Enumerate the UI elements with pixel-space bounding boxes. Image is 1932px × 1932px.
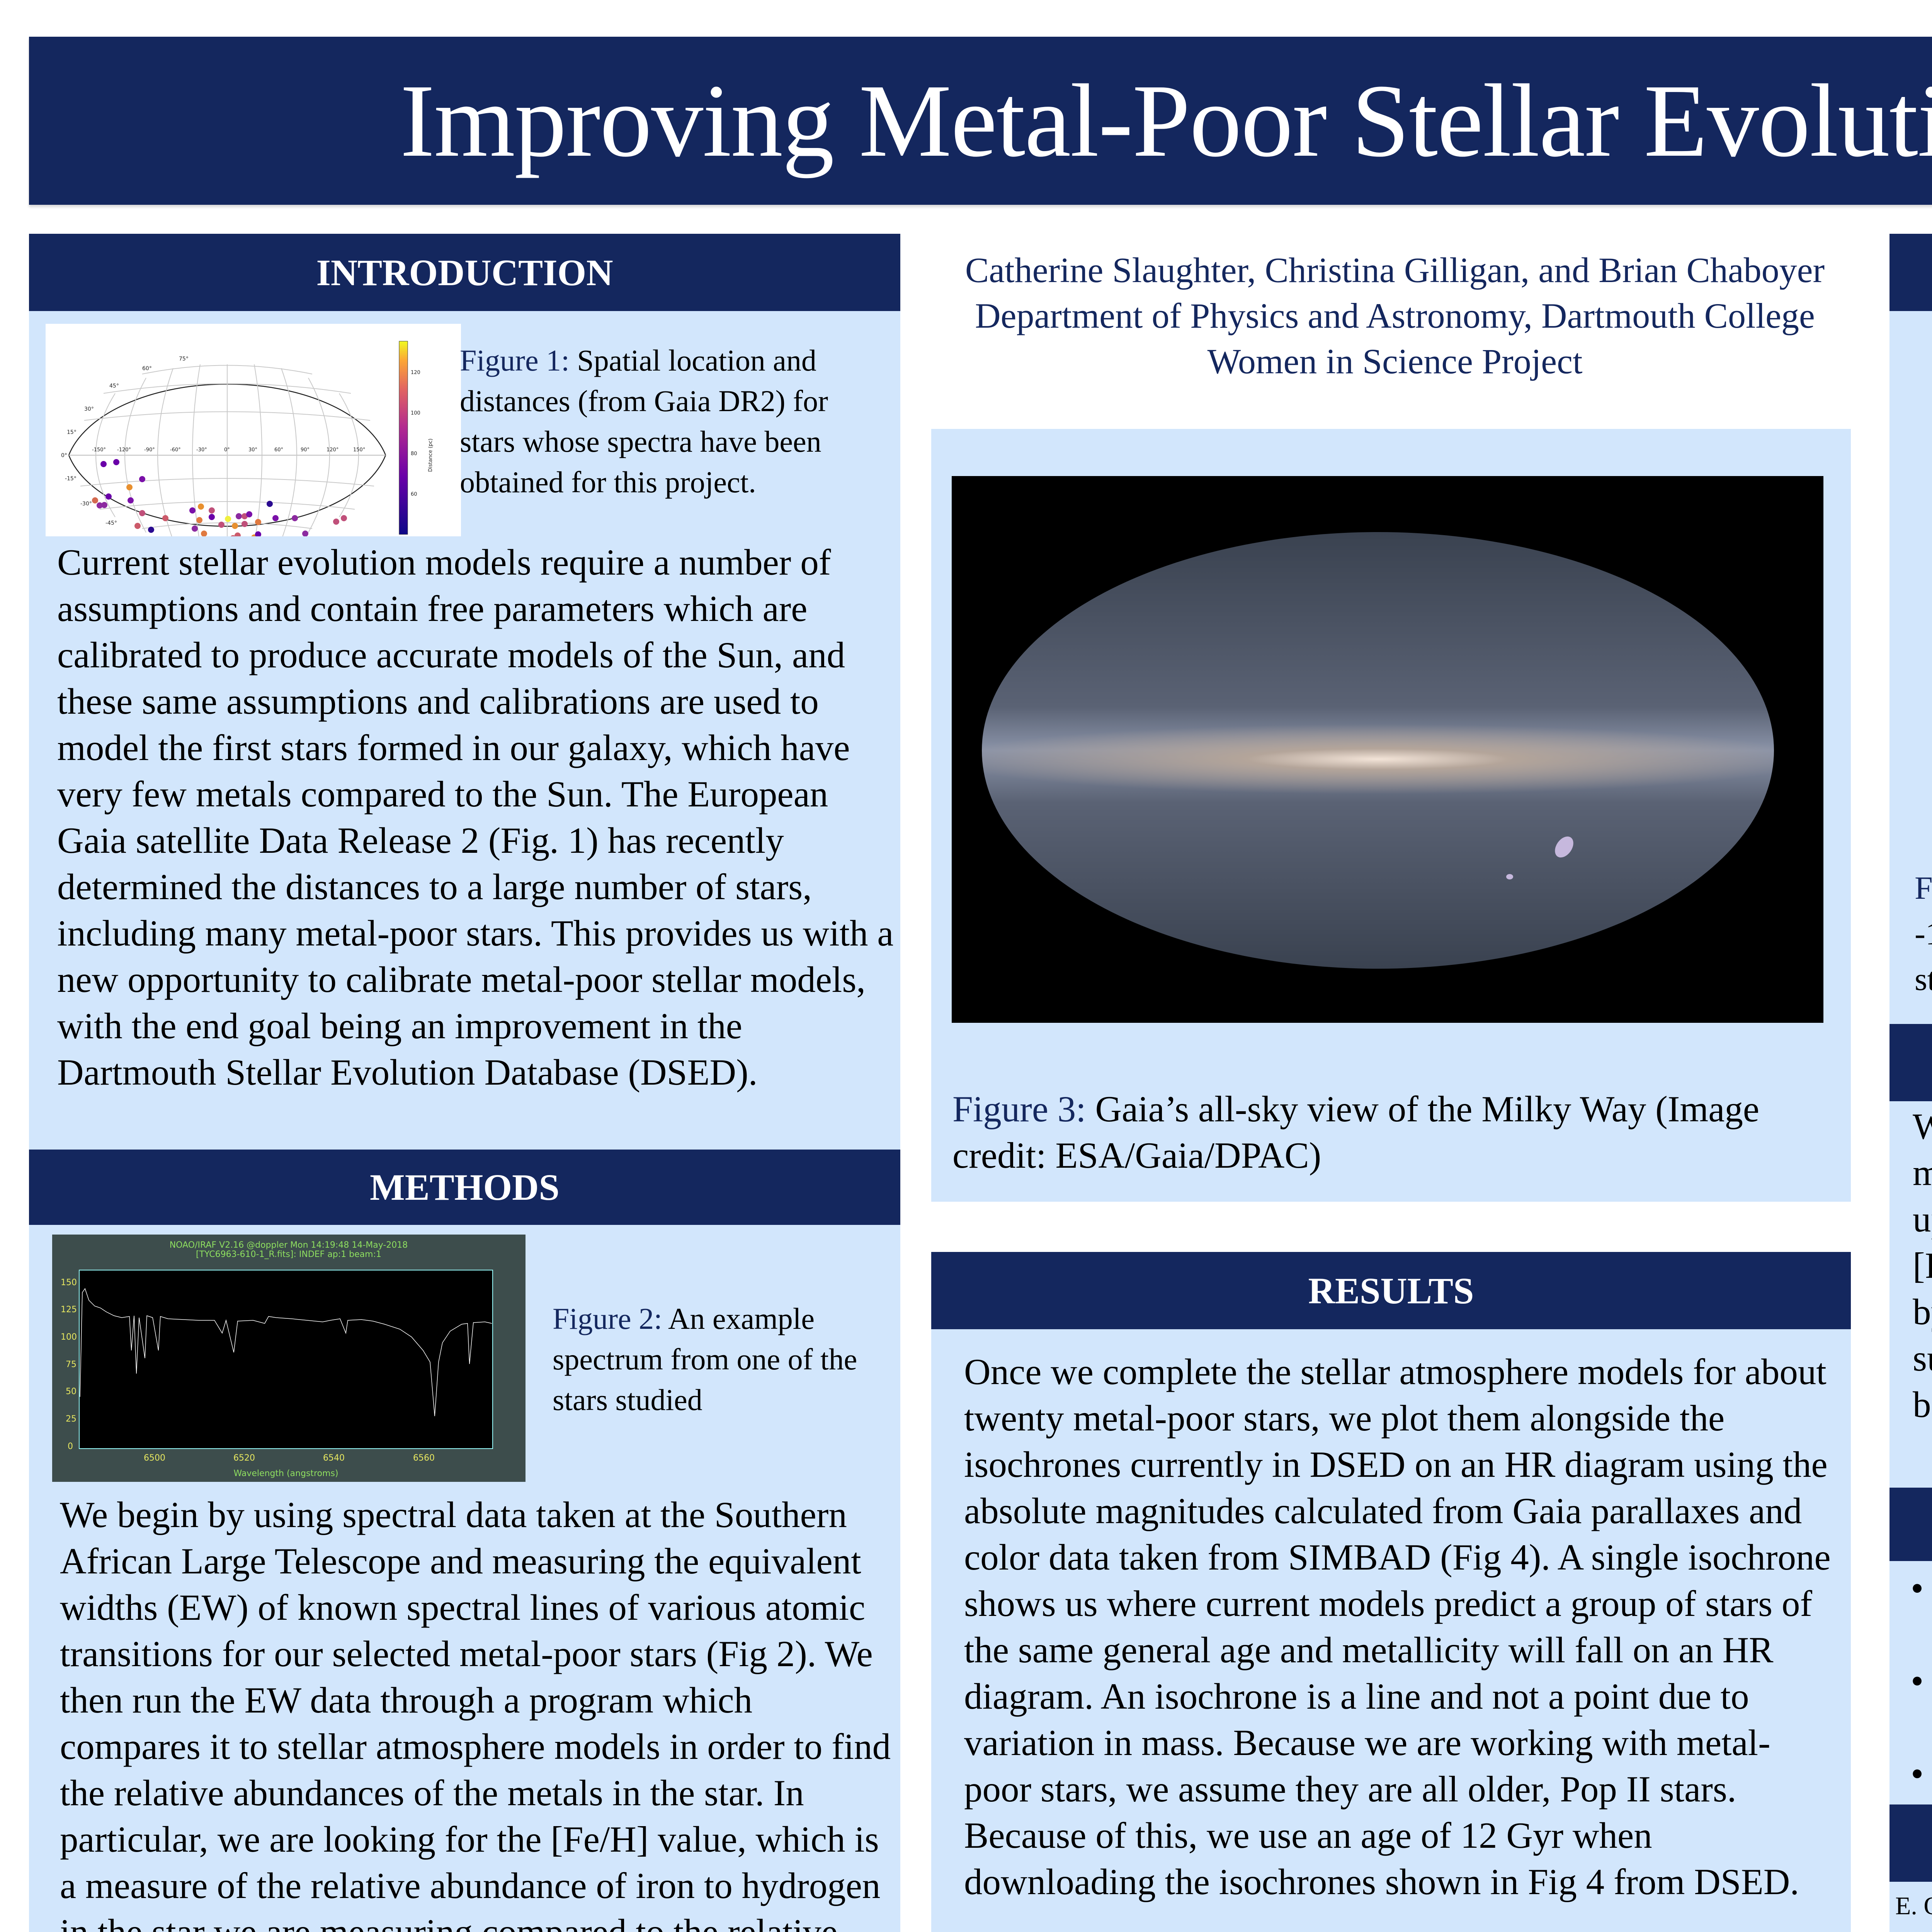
lon-label: 60° <box>274 447 283 453</box>
lon-label: 30° <box>248 447 257 453</box>
lat-label: -45° <box>105 520 117 526</box>
lat-label: -15° <box>65 476 77 482</box>
spectrum-y-tick: 0 <box>68 1442 73 1451</box>
figure-3-caption: Figure 3: Gaia’s all-sky view of the Mil… <box>952 1086 1822 1179</box>
results-body: Once we complete the stellar atmosphere … <box>964 1351 1831 1902</box>
lat-label: 45° <box>109 383 119 389</box>
figure-2-spectrum: NOAO/IRAF V2.16 @doppler Mon 14:19:48 14… <box>61 1240 493 1478</box>
author-block: Catherine Slaughter, Christina Gilligan,… <box>900 247 1889 384</box>
results-panel <box>931 1329 1851 1932</box>
figure-1-label: Figure 1: <box>460 344 570 377</box>
results-heading: RESULTS <box>1308 1270 1474 1311</box>
lat-label: 60° <box>142 366 152 372</box>
spectrum-x-tick: 6500 <box>144 1453 165 1463</box>
lon-label: -120° <box>117 447 131 453</box>
reference-authors-title: E. O’Malley, A. McWilliam, B. Chaboyer, … <box>1895 1892 1932 1932</box>
spectrum-y-tick: 75 <box>66 1360 77 1369</box>
future-work-header: FUTURE WORK <box>1889 1488 1932 1561</box>
spectrum-y-tick: 125 <box>61 1305 77 1315</box>
introduction-body: Current stellar evolution models require… <box>57 542 894 1093</box>
spectrum-header-2: [TYC6963-610-1_R.fits]: INDEF ap:1 beam:… <box>196 1250 381 1259</box>
figure-2-caption-text: An example spectrum from one of the star… <box>553 1302 857 1417</box>
figure-3-label: Figure 3: <box>952 1088 1086 1129</box>
lat-label: 15° <box>67 429 77 435</box>
figure-4-label: Figure 4: <box>1915 870 1932 906</box>
colorbar-tick: 100 <box>411 410 420 416</box>
lon-label: 90° <box>301 447 310 453</box>
introduction-header: INTRODUCTION <box>29 234 900 311</box>
sky-map-lon-labels: -150° -120° -90° -60° -30° 0° 30° 60° 90… <box>92 447 365 453</box>
lon-label: 150° <box>353 447 365 453</box>
introduction-heading: INTRODUCTION <box>316 252 613 293</box>
spectrum-x-tick: 6560 <box>413 1453 435 1463</box>
figure-1-caption: Figure 1: Spatial location and distances… <box>460 340 885 502</box>
conclusions-body: When we plot the measured stars alongsid… <box>1913 1106 1932 1425</box>
lon-label: 0° <box>224 447 230 453</box>
lon-label: -30° <box>196 447 207 453</box>
smc-blob <box>1506 874 1513 879</box>
methods-header: METHODS <box>29 1150 900 1225</box>
sky-map-stars <box>92 459 347 546</box>
figure-3-caption-text: Gaia’s all-sky view of the Milky Way (Im… <box>952 1088 1760 1176</box>
milky-way-ellipse <box>982 532 1774 969</box>
figure-1: 75° 60° 45° 30° 15° 0° -15° -30° -45° -6… <box>46 324 461 553</box>
figure-4-caption: Figure 4: Current stellar model isochron… <box>1915 866 1932 1002</box>
poster-title: Improving Metal-Poor Stellar Evolution M… <box>400 63 1932 179</box>
colorbar-tick: 120 <box>411 370 420 376</box>
lon-label: -60° <box>170 447 181 453</box>
figure-2-caption: Figure 2: An example spectrum from one o… <box>553 1298 885 1420</box>
author-department: Department of Physics and Astronomy, Dar… <box>975 296 1815 335</box>
figure-3-image <box>952 476 1823 1023</box>
reference-entry: E. O’Malley, A. McWilliam, B. Chaboyer, … <box>1895 1888 1932 1932</box>
lon-label: -150° <box>92 447 106 453</box>
lat-label: -30° <box>80 501 92 507</box>
colorbar <box>399 341 408 535</box>
spectrum-x-tick: 6540 <box>323 1453 345 1463</box>
figure-4-caption-text: Current stellar model isochrones (solid … <box>1915 916 1932 997</box>
spectrum-plot-area <box>79 1270 493 1449</box>
figure-1-sky-map: 75° 60° 45° 30° 15° 0° -15° -30° -45° -6… <box>61 341 434 553</box>
colorbar-tick: 80 <box>411 451 417 457</box>
lat-label: 30° <box>84 406 94 412</box>
title-bar: Improving Metal-Poor Stellar Evolution M… <box>29 37 1932 205</box>
methods-body: We begin by using spectral data taken at… <box>60 1494 891 1932</box>
lat-label: 75° <box>179 356 189 362</box>
figure-2: NOAO/IRAF V2.16 @doppler Mon 14:19:48 14… <box>52 1235 526 1482</box>
colorbar-tick: 60 <box>411 492 417 497</box>
spectrum-y-tick: 150 <box>61 1278 77 1287</box>
author-names: Catherine Slaughter, Christina Gilligan,… <box>965 250 1825 290</box>
colorbar-label: Distance (pc) <box>428 439 434 472</box>
lon-label: 120° <box>327 447 338 453</box>
spectrum-y-tick: 50 <box>66 1387 77 1396</box>
spectrum-x-tick: 6520 <box>233 1453 255 1463</box>
figure-1-caption-text: Spatial location and distances (from Gai… <box>460 344 828 499</box>
lon-label: -90° <box>144 447 155 453</box>
lat-label: 0° <box>61 452 67 459</box>
future-work-list: Gaia DR3 will yield more accurate and pr… <box>1889 1565 1932 1797</box>
results-cont-header: RESULTS CONT. <box>1889 234 1932 311</box>
results-header: RESULTS <box>931 1252 1851 1329</box>
references-header: REFERENCES <box>1889 1804 1932 1882</box>
figure-2-label: Figure 2: <box>553 1302 662 1335</box>
spectrum-y-tick: 25 <box>66 1414 77 1424</box>
methods-heading: METHODS <box>370 1167 560 1208</box>
spectrum-xlabel: Wavelength (angstroms) <box>233 1469 338 1478</box>
conclusions-header: CONCLUSIONS <box>1889 1024 1932 1101</box>
spectrum-line <box>80 1288 492 1417</box>
spectrum-header-1: NOAO/IRAF V2.16 @doppler Mon 14:19:48 14… <box>170 1240 408 1250</box>
author-project: Women in Science Project <box>1207 342 1583 381</box>
spectrum-y-tick: 100 <box>61 1332 77 1342</box>
